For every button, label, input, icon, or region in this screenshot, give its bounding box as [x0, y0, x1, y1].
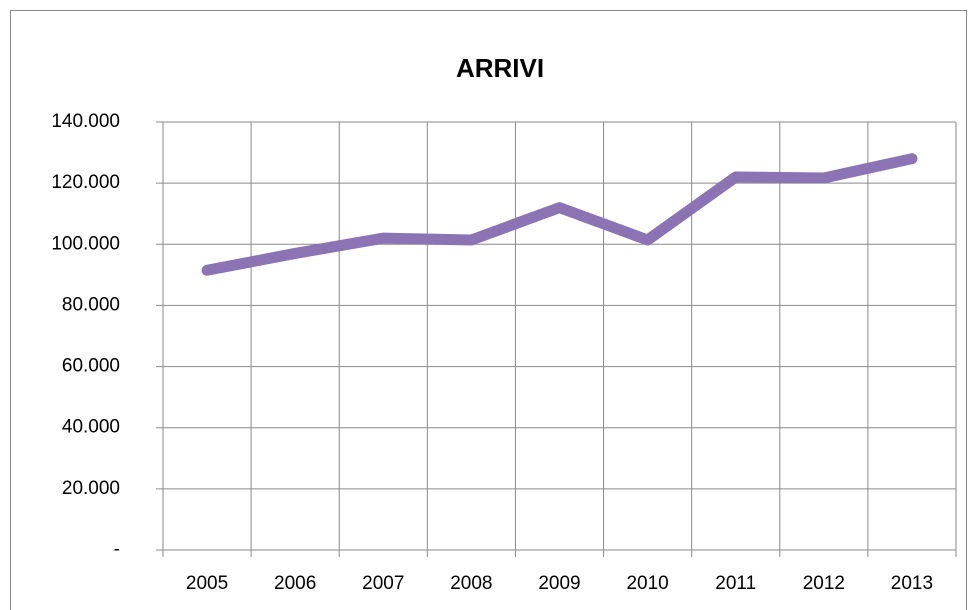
y-tick-label: 60.000: [62, 356, 120, 377]
x-tick-label: 2013: [891, 573, 933, 594]
y-tick-label: 140.000: [51, 111, 120, 132]
chart-title: ARRIVI: [456, 53, 544, 83]
x-tick-label: 2005: [186, 573, 228, 594]
series-line: [201, 153, 918, 276]
x-tick-label: 2008: [450, 573, 492, 594]
y-tick-label: 100.000: [51, 233, 120, 254]
y-tick-label: 80.000: [62, 294, 120, 315]
x-tick-label: 2011: [715, 573, 756, 594]
y-tick-label: 40.000: [62, 417, 120, 438]
y-tick-label: -: [114, 539, 120, 560]
x-tick-label: 2010: [626, 573, 668, 594]
x-tick-label: 2006: [274, 573, 316, 594]
x-tick-label: 2012: [803, 573, 845, 594]
x-tick-label: 2009: [538, 573, 580, 594]
y-tick-label: 120.000: [51, 172, 120, 193]
y-tick-label: 20.000: [62, 478, 120, 499]
x-tick-label: 2007: [362, 573, 404, 594]
chart-border: [10, 10, 967, 610]
